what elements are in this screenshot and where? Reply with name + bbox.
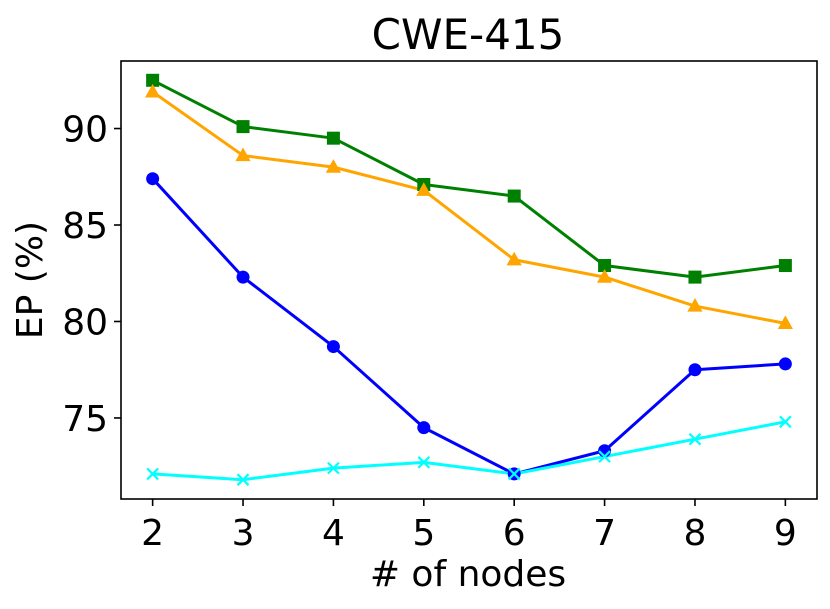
series-3-point (417, 421, 431, 435)
x-tick-label: 8 (684, 513, 707, 554)
series-3-point (688, 363, 702, 377)
series-3-line (151, 177, 786, 476)
x-tick-label: 9 (774, 513, 797, 554)
series-2-point (145, 83, 161, 98)
series-4-point (417, 456, 431, 469)
y-tick-label: 90 (62, 110, 108, 151)
series-4-point (146, 467, 159, 481)
series-3-point (778, 357, 792, 371)
plot-area: 2 3 4 5 6 7 8 9 75 80 85 90 (62, 60, 818, 554)
series-1-point (326, 131, 340, 145)
series-2-point (687, 298, 703, 312)
x-tick-label: 5 (412, 513, 435, 554)
series-4-line (152, 420, 786, 482)
x-tick-label: 7 (593, 513, 616, 554)
series-4-point (507, 467, 521, 481)
x-tick-label: 2 (141, 513, 164, 554)
y-tick-label: 85 (62, 206, 108, 247)
series-1-line (151, 78, 786, 279)
series-4-point (327, 461, 340, 475)
series-2-point (416, 182, 432, 196)
x-tick-label: 6 (503, 513, 526, 554)
series-4-point (688, 432, 702, 446)
x-tick-label: 4 (322, 513, 345, 554)
series-1-point (688, 270, 702, 284)
series-2-point (777, 315, 793, 330)
y-tick-label: 80 (62, 302, 108, 343)
series-2-point (325, 159, 342, 173)
series-2-point (506, 251, 522, 266)
y-axis-label: EP (%) (10, 221, 51, 339)
chart-title: CWE-415 (372, 10, 565, 59)
series-4-point (236, 473, 250, 486)
series-1-point (236, 120, 250, 134)
series-1-point (507, 189, 521, 203)
series-1-point (146, 73, 160, 87)
y-tick-label: 75 (62, 399, 108, 440)
series-2-point (235, 147, 251, 162)
series-4-point (779, 415, 792, 429)
series-1-point (598, 259, 612, 273)
series-4-point (598, 450, 611, 463)
series-1-point (778, 259, 792, 273)
series-3-point (326, 340, 340, 354)
series-2-point (596, 269, 613, 283)
series-2-line (151, 90, 786, 325)
series-3-point (146, 172, 160, 186)
x-tick-label: 3 (232, 513, 255, 554)
x-axis-label: # of nodes (370, 554, 566, 595)
plot-frame (120, 60, 818, 500)
series-3-point (236, 270, 250, 284)
